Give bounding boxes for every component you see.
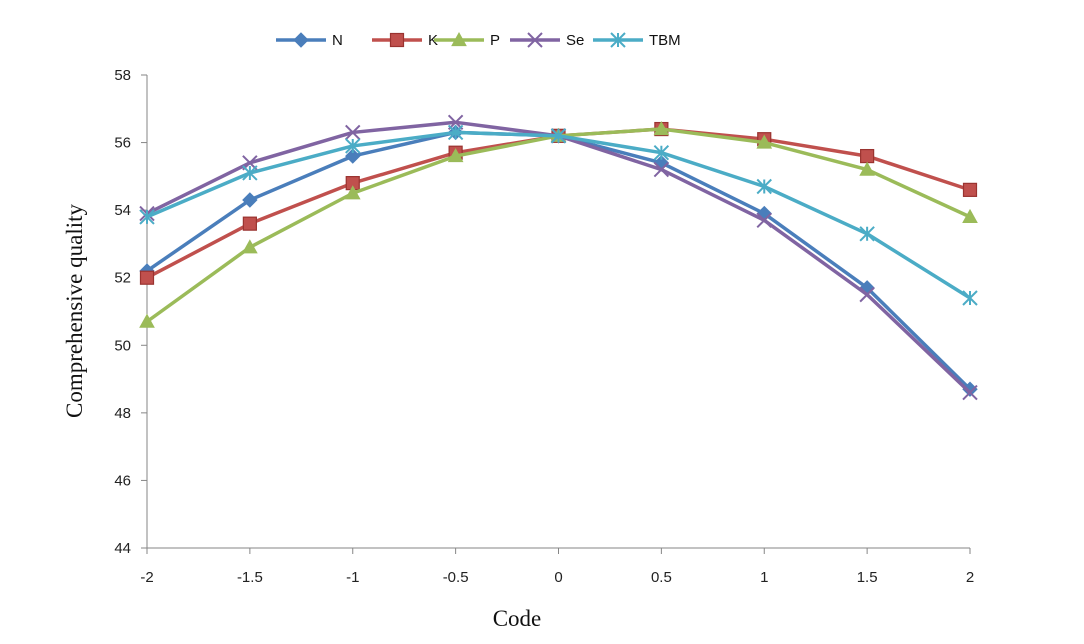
y-axis-title: Comprehensive quality xyxy=(62,204,87,418)
data-point-n xyxy=(242,192,258,208)
x-tick-label: -2 xyxy=(140,569,153,586)
data-point-tbm xyxy=(139,209,155,225)
y-tick-label: 58 xyxy=(114,67,131,84)
data-point-k xyxy=(962,182,978,197)
data-point-p xyxy=(344,185,361,200)
y-tick-label: 44 xyxy=(114,540,131,557)
x-tick-label: 1.5 xyxy=(857,569,878,586)
legend-item-tbm: TBM xyxy=(593,32,681,49)
y-tick-label: 48 xyxy=(114,405,131,422)
data-point-p xyxy=(242,239,258,254)
data-point-p xyxy=(139,313,155,328)
legend-marker-se xyxy=(527,32,543,48)
data-point-tbm xyxy=(859,226,875,242)
x-axis-ticks: -2 -1.5 -1 -0.5 0 0.5 1 1.5 2 xyxy=(140,548,974,586)
chart-legend: N K P Se TBM xyxy=(276,31,681,49)
series-line-k xyxy=(146,127,971,280)
data-point-tbm xyxy=(756,178,772,195)
data-point-p xyxy=(447,148,464,163)
data-point-se xyxy=(653,161,670,178)
data-point-k xyxy=(139,270,155,285)
legend-marker-k xyxy=(389,32,405,48)
legend-item-k: K xyxy=(372,32,438,49)
data-point-tbm xyxy=(345,138,361,154)
series-line-n xyxy=(146,130,972,391)
y-tick-label: 52 xyxy=(114,270,131,287)
x-tick-label: -1.5 xyxy=(237,569,263,586)
data-point-p xyxy=(756,134,773,149)
data-point-p xyxy=(859,161,875,176)
series-se xyxy=(139,114,978,401)
series-tbm xyxy=(139,124,978,306)
legend-label: N xyxy=(332,32,343,49)
series-k xyxy=(139,121,978,285)
legend-label: TBM xyxy=(649,32,681,49)
data-point-se xyxy=(345,124,361,141)
y-tick-label: 50 xyxy=(114,337,131,354)
data-point-tbm xyxy=(962,290,978,306)
y-axis-ticks: 44 46 48 50 52 54 56 58 xyxy=(114,67,147,557)
plot-area: 44 46 48 50 52 54 56 58 -2 -1.5 -1 -0.5 0 0.5 1 1.5 2 xyxy=(114,67,978,586)
y-tick-label: 46 xyxy=(114,472,131,489)
data-point-se xyxy=(859,286,875,303)
y-tick-label: 54 xyxy=(114,202,131,219)
y-tick-label: 56 xyxy=(114,135,131,152)
legend-label: K xyxy=(428,32,438,49)
legend-item-se: Se xyxy=(510,32,584,49)
data-point-tbm xyxy=(447,124,464,141)
x-tick-label: -1 xyxy=(346,569,359,586)
x-tick-label: -0.5 xyxy=(443,569,469,586)
legend-label: Se xyxy=(566,32,584,49)
data-point-p xyxy=(962,208,978,223)
data-point-tbm xyxy=(653,144,670,161)
legend-marker-n xyxy=(293,32,309,48)
x-axis-title: Code xyxy=(493,606,542,631)
data-point-tbm xyxy=(242,165,258,181)
legend-marker-p xyxy=(451,31,467,47)
x-tick-label: 0.5 xyxy=(651,569,672,586)
data-point-k xyxy=(860,148,875,164)
legend-item-n: N xyxy=(276,32,343,49)
legend-label: P xyxy=(490,32,500,49)
data-point-n xyxy=(345,148,361,164)
data-point-se xyxy=(962,384,978,401)
x-tick-label: 1 xyxy=(760,569,768,586)
data-point-p xyxy=(653,121,670,136)
data-point-tbm xyxy=(550,128,567,144)
data-point-se xyxy=(756,212,772,228)
data-point-k xyxy=(242,216,257,231)
legend-marker-tbm xyxy=(610,32,626,48)
series-group xyxy=(139,114,978,401)
x-tick-label: 2 xyxy=(966,569,974,586)
x-tick-label: 0 xyxy=(554,569,562,586)
legend-item-p: P xyxy=(434,31,500,49)
